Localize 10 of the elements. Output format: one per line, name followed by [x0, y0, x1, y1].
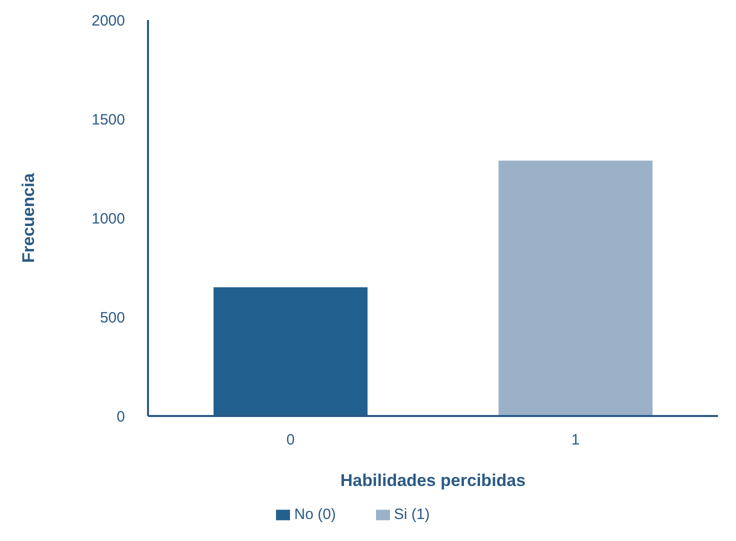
y-tick-label: 1000	[92, 210, 125, 228]
y-tick-label: 500	[100, 309, 125, 326]
legend-label: Si (1)	[394, 506, 430, 523]
y-axis-title: Frecuencia	[19, 172, 38, 263]
y-tick-label: 1500	[92, 111, 125, 128]
x-axis-title: Habilidades percibidas	[340, 471, 526, 490]
legend-label: No (0)	[294, 506, 336, 523]
y-tick-label: 2000	[92, 12, 125, 30]
x-tick-label: 1	[571, 432, 580, 449]
y-tick-label: 0	[116, 408, 125, 426]
